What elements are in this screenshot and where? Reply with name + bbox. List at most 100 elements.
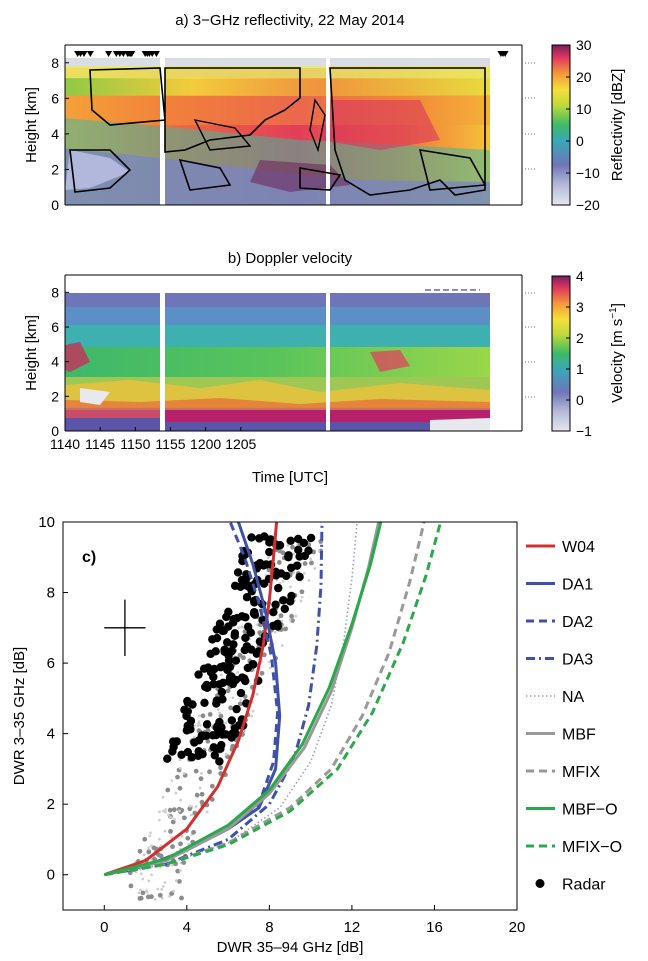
data-point [153, 897, 157, 901]
panel-a-ytick-label: 2 [51, 161, 59, 177]
radar-point [274, 583, 283, 593]
data-point [151, 845, 157, 851]
data-point [288, 618, 292, 622]
data-point [185, 835, 191, 841]
radar-point [168, 747, 177, 756]
curve-mfix [104, 521, 426, 877]
data-point [158, 810, 161, 814]
curve-mfix-o [104, 521, 443, 877]
panel-b-x-axis: 1140 1145 1150 1155 1200 1205 [50, 427, 257, 452]
panel-b-xtick-label: 1200 [190, 436, 221, 452]
data-point [188, 804, 192, 808]
data-point [250, 714, 254, 718]
data-point [187, 806, 193, 812]
marker-triangle [86, 51, 94, 57]
radar-point [287, 591, 296, 601]
data-point [149, 894, 154, 900]
radar-point [213, 721, 222, 731]
panel-c-ylabel: DWR 3–35 GHz [dB] [11, 647, 28, 785]
model-curves [103, 521, 443, 877]
panel-c-y-axis: 0 2 4 6 8 10 [38, 514, 68, 884]
data-point [170, 844, 175, 850]
data-point [172, 817, 176, 821]
panel-a-ytick-label: 8 [51, 55, 59, 71]
data-point [276, 560, 282, 565]
panel-b-title: b) Doppler velocity [228, 250, 353, 267]
data-point [149, 831, 152, 835]
reflectivity-colorbar-tick-label: −10 [576, 165, 600, 181]
reflectivity-colorbar-tick-label: 20 [576, 69, 592, 85]
radar-point [246, 628, 255, 637]
data-point [200, 713, 206, 719]
panel-b-ytick-label: 6 [51, 319, 59, 335]
velocity-colorbar-tick-label: 4 [576, 268, 584, 284]
data-point [149, 844, 153, 848]
data-point [169, 815, 172, 819]
reflectivity-field [65, 58, 522, 205]
reflectivity-colorbar-tick-label: 30 [576, 37, 592, 53]
velocity-colorbar-tick-label: −1 [576, 423, 592, 439]
data-point [142, 836, 148, 842]
curve-mbf-o [103, 521, 383, 877]
panel-c-xlabel: DWR 35–94 GHz [dB] [217, 939, 364, 956]
radar-point [206, 668, 216, 677]
panel-c-ytick-label: 0 [47, 867, 55, 884]
data-point [299, 599, 303, 603]
data-point [164, 810, 167, 814]
data-point [178, 841, 183, 847]
panel-a-title: a) 3−GHz reflectivity, 22 May 2014 [175, 12, 404, 29]
panel-a-ytick-label: 4 [51, 126, 59, 142]
data-point [280, 619, 284, 623]
data-point [218, 765, 223, 771]
radar-point [271, 600, 280, 609]
data-point [309, 557, 313, 561]
panel-b-frame [64, 274, 536, 432]
marker-triangle [80, 51, 88, 57]
panel-b-xtick-label: 1140 [50, 436, 80, 452]
data-point [178, 758, 182, 762]
data-point [194, 792, 200, 798]
reflectivity-colorbar-tick-label: −20 [576, 197, 600, 213]
radar-point [273, 622, 282, 631]
radar-point [284, 552, 293, 562]
curve-w04 [103, 521, 279, 877]
data-point [137, 891, 141, 895]
data-point [217, 708, 220, 711]
radar-point [202, 680, 211, 690]
data-point [175, 868, 181, 874]
data-point [174, 879, 178, 883]
radar-point [224, 622, 233, 631]
panel-c-x-axis: 0 4 8 12 16 20 [100, 905, 525, 936]
data-point [174, 791, 178, 795]
data-point [266, 567, 272, 573]
data-point [251, 709, 255, 713]
data-point [241, 625, 245, 629]
legend-da2-label: DA2 [562, 614, 593, 631]
data-point [283, 626, 288, 632]
radar-point [215, 680, 224, 689]
data-point [194, 805, 198, 808]
data-point [267, 660, 271, 664]
data-point [302, 561, 308, 566]
marker-row [74, 51, 509, 57]
radar-point [265, 547, 274, 557]
data-point [307, 578, 311, 582]
velocity-colorbar-label-sup: −1 [608, 307, 619, 319]
data-point [163, 881, 167, 884]
radar-point [208, 635, 217, 644]
data-point [179, 869, 182, 873]
data-point [168, 828, 173, 834]
data-point [193, 724, 197, 728]
radar-point [222, 638, 232, 647]
panel-c-xtick-label: 16 [426, 919, 443, 936]
data-point [189, 813, 193, 817]
radar-point [241, 613, 250, 622]
panel-c-xtick-label: 20 [509, 919, 526, 936]
radar-point [236, 688, 246, 698]
data-point [128, 883, 134, 889]
radar-point [248, 659, 258, 669]
data-point [289, 585, 292, 589]
data-point [281, 579, 285, 583]
legend-mfix-label: MFIX [562, 764, 601, 781]
